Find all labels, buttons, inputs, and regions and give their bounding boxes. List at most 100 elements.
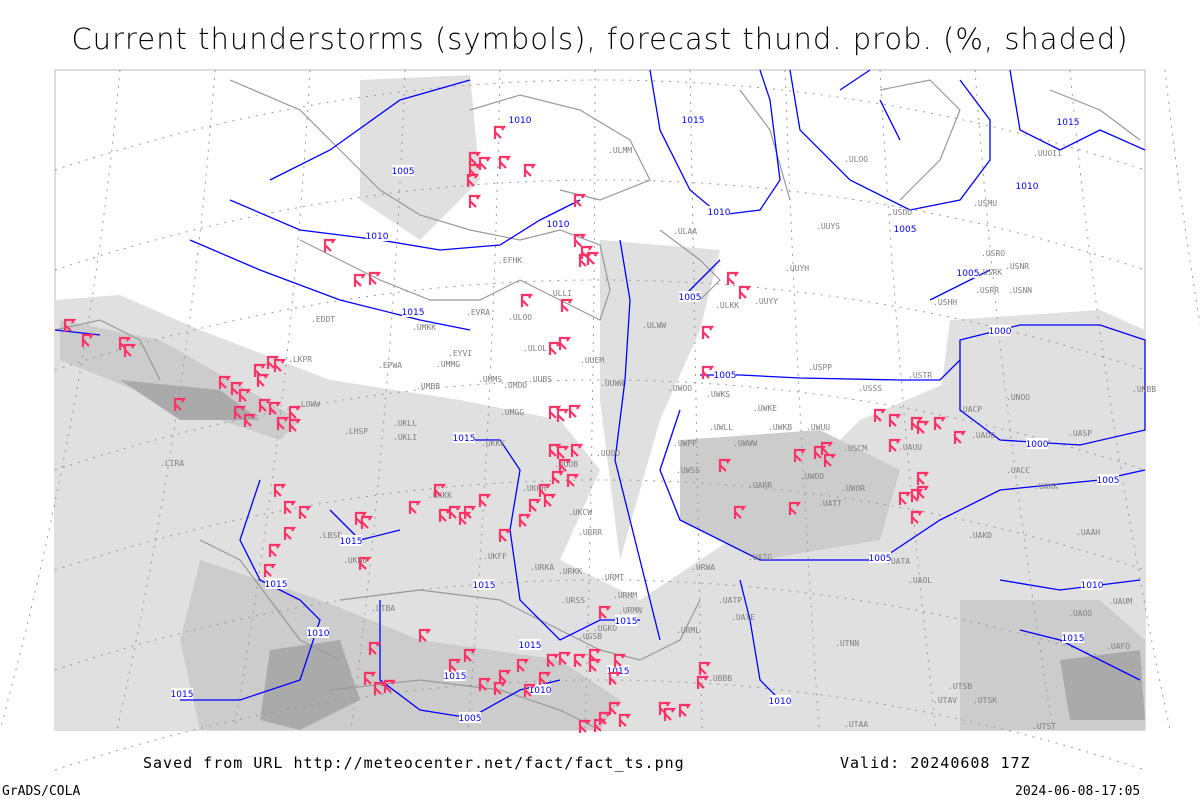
thunderstorm-symbol-icon bbox=[873, 408, 887, 422]
station-label: .UKFF bbox=[483, 552, 507, 561]
thunderstorm-symbol-icon bbox=[916, 485, 930, 499]
station-label: .UGSB bbox=[578, 632, 602, 641]
isobar-label: 1015 bbox=[615, 617, 638, 627]
isobar-label-bg bbox=[547, 218, 569, 229]
thunderstorm-symbol-icon bbox=[448, 658, 462, 672]
probability-shade-area bbox=[680, 430, 900, 560]
thunderstorm-symbol-icon bbox=[268, 401, 282, 415]
isobar-label: 1000 bbox=[989, 327, 1012, 337]
isobar-label-bg bbox=[1016, 180, 1038, 191]
isobar-line bbox=[1019, 629, 1141, 681]
station-label: .UWPP bbox=[673, 439, 697, 448]
station-label: .ULAA bbox=[673, 227, 697, 236]
isobar-label-bg bbox=[529, 684, 551, 695]
thunderstorm-symbol-icon bbox=[358, 556, 372, 570]
station-label: .UBBB bbox=[708, 674, 732, 683]
isobar-label: 1015 bbox=[444, 672, 467, 682]
thunderstorm-symbol-icon bbox=[373, 681, 387, 695]
station-label: .URMT bbox=[600, 573, 624, 582]
station-label: .USSS bbox=[858, 384, 882, 393]
map-title: Current thunderstorms (symbols), forecas… bbox=[71, 22, 1129, 56]
station-label: .ULLI bbox=[548, 289, 572, 298]
station-label: .UTST bbox=[1032, 722, 1056, 731]
thunderstorm-symbol-icon bbox=[558, 458, 572, 472]
isobar-label-bg bbox=[265, 578, 287, 589]
thunderstorm-symbol-icon bbox=[523, 163, 537, 177]
isobar-line bbox=[739, 579, 781, 701]
isobar-label: 1010 bbox=[529, 686, 552, 696]
station-label: .UATP bbox=[718, 596, 742, 605]
isobar-label: 1015 bbox=[682, 116, 705, 126]
station-label: .EFHK bbox=[498, 256, 522, 265]
station-label: .UWOO bbox=[668, 384, 692, 393]
thunderstorm-symbol-icon bbox=[283, 526, 297, 540]
isobar-label: 1005 bbox=[894, 225, 917, 235]
isobar-label: 1005 bbox=[1097, 476, 1120, 486]
coastline bbox=[739, 89, 791, 201]
coastline bbox=[879, 79, 961, 201]
thunderstorm-symbol-icon bbox=[498, 528, 512, 542]
station-label: .UWUU bbox=[806, 423, 830, 432]
station-label: .UNBB bbox=[1132, 385, 1156, 394]
isobar-label-bg bbox=[402, 306, 424, 317]
station-label: .USDD bbox=[888, 208, 912, 217]
station-label: .UUBS bbox=[528, 375, 552, 384]
thunderstorm-symbol-icon bbox=[578, 719, 592, 733]
station-label: .USHH bbox=[933, 298, 957, 307]
isobar-label-bg bbox=[444, 670, 466, 681]
thunderstorm-symbol-icon bbox=[233, 405, 247, 419]
station-label: .UACP bbox=[958, 405, 982, 414]
thunderstorm-symbol-icon bbox=[888, 413, 902, 427]
thunderstorm-symbol-icon bbox=[898, 491, 912, 505]
thunderstorm-symbol-icon bbox=[888, 438, 902, 452]
coastline bbox=[339, 589, 701, 661]
isobar-label-bg bbox=[366, 230, 388, 241]
station-label: .UKCW bbox=[568, 508, 592, 517]
thunderstorm-symbol-icon bbox=[253, 363, 267, 377]
thunderstorm-symbol-icon bbox=[588, 658, 602, 672]
isobar-label: 1015 bbox=[473, 581, 496, 591]
thunderstorm-symbol-icon bbox=[618, 713, 632, 727]
station-label: .UAUM bbox=[1108, 597, 1132, 606]
coastline bbox=[1049, 89, 1141, 141]
station-label: .UATA bbox=[886, 557, 910, 566]
coastlines bbox=[54, 79, 1141, 731]
isobar-label-bg bbox=[307, 627, 329, 638]
station-label: .UAOL bbox=[908, 576, 932, 585]
thunderstorm-symbol-icon bbox=[556, 445, 570, 459]
station-label: .UUOB bbox=[554, 460, 578, 469]
station-label: .EVRA bbox=[466, 308, 490, 317]
thunderstorm-symbol-icon bbox=[283, 500, 297, 514]
station-label: .ULOL bbox=[523, 344, 547, 353]
thunderstorm-symbol-icon bbox=[463, 505, 477, 519]
meridian-line bbox=[1164, 69, 1200, 327]
station-label: .UTAA bbox=[844, 720, 868, 729]
isobar-label-bg bbox=[1097, 474, 1119, 485]
thunderstorm-symbol-icon bbox=[258, 398, 272, 412]
thunderstorm-symbol-icon bbox=[701, 325, 715, 339]
isobar-line bbox=[269, 79, 471, 181]
station-label: .UAKK bbox=[1034, 482, 1058, 491]
thunderstorm-symbol-icon bbox=[463, 648, 477, 662]
thunderstorm-symbol-icon bbox=[718, 458, 732, 472]
thunderstorm-symbol-icon bbox=[288, 405, 302, 419]
isobar-label: 1010 bbox=[509, 116, 532, 126]
thunderstorm-symbol-icon bbox=[916, 471, 930, 485]
thunderstorm-symbol-icon bbox=[493, 125, 507, 139]
isobar-label: 1015 bbox=[453, 434, 476, 444]
valid-time: Valid: 20240608 17Z bbox=[840, 754, 1031, 772]
station-label: .USRO bbox=[981, 249, 1005, 258]
station-label: .UMKK bbox=[412, 323, 436, 332]
isobar-label: 1000 bbox=[1026, 440, 1049, 450]
thunderstorm-symbol-icon bbox=[230, 381, 244, 395]
source-url: Saved from URL http://meteocenter.net/fa… bbox=[143, 754, 685, 772]
isobar-label-bg bbox=[1026, 438, 1048, 449]
thunderstorm-symbol-icon bbox=[823, 453, 837, 467]
station-label: .UTSB bbox=[948, 682, 972, 691]
thunderstorm-symbol-icon bbox=[273, 483, 287, 497]
thunderstorm-symbol-icon bbox=[528, 498, 542, 512]
thunderstorm-symbol-icon bbox=[263, 563, 277, 577]
thunderstorm-symbol-icon bbox=[243, 413, 257, 427]
thunderstorm-symbol-icon bbox=[438, 508, 452, 522]
probability-shading bbox=[55, 75, 1145, 730]
